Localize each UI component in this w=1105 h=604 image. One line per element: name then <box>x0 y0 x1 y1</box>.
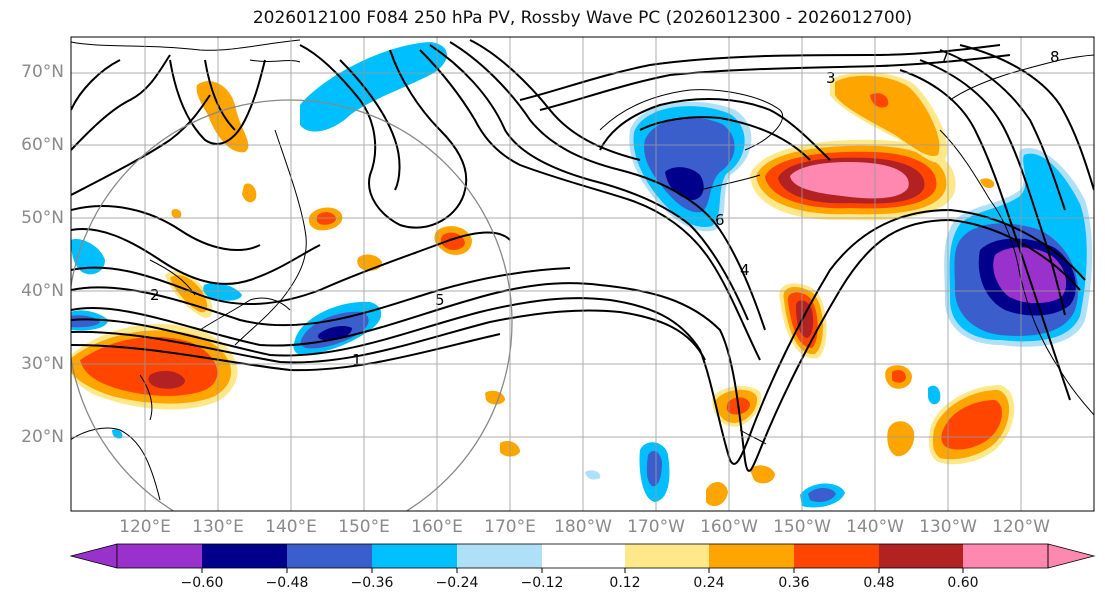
lat-label-60n: 60°N <box>21 135 64 155</box>
positive-anomaly-small-blobs <box>171 81 1015 507</box>
positive-anomaly-gulf-of-alaska <box>750 139 956 221</box>
colorbar-seg-6 <box>625 544 709 568</box>
lon-label-120e: 120°E <box>119 517 171 537</box>
colorbar-seg-3 <box>372 544 457 568</box>
lon-label-170e: 170°E <box>484 517 536 537</box>
pv-label-5: 5 <box>435 291 445 309</box>
lat-label-50n: 50°N <box>21 208 64 228</box>
radius-circle <box>71 99 513 511</box>
lat-label-40n: 40°N <box>21 281 64 301</box>
colorbar-tick-048: 0.48 <box>863 575 895 591</box>
positive-anomaly-east-asia <box>71 324 238 410</box>
colorbar-extend-left <box>69 543 118 569</box>
lon-label-150e: 150°E <box>338 517 390 537</box>
pv-label-1: 1 <box>352 351 362 369</box>
lon-label-180w: 180°W <box>554 517 612 537</box>
colorbar-seg-1 <box>202 544 287 568</box>
colorbar-extend-right <box>1047 543 1096 569</box>
pv-label-8: 8 <box>1050 48 1060 66</box>
negative-anomaly-small-blobs <box>71 239 941 508</box>
negative-anomaly-kuroshio <box>293 301 382 355</box>
pv-label-7: 7 <box>940 48 950 66</box>
lon-label-130w: 130°W <box>919 517 977 537</box>
lon-label-130e: 130°E <box>192 517 244 537</box>
pv-contour-labels: 2 4 5 6 1 3 7 8 <box>150 48 1060 369</box>
colorbar-seg-2 <box>287 544 372 568</box>
lon-label-150w: 150°W <box>773 517 831 537</box>
colorbar-seg-10 <box>963 544 1048 568</box>
colorbar-seg-4 <box>457 544 542 568</box>
colorbar-seg-7 <box>709 544 794 568</box>
positive-anomaly-japan-sea <box>165 270 213 318</box>
lon-label-160w: 160°W <box>700 517 758 537</box>
colorbar-tick-024: 0.24 <box>693 575 725 591</box>
colorbar-seg-9 <box>879 544 963 568</box>
pv-label-6: 6 <box>715 211 725 229</box>
lon-label-170w: 170°W <box>627 517 685 537</box>
colorbar-tick-m012: −0.12 <box>520 575 564 591</box>
colorbar-tick-m036: −0.36 <box>350 575 394 591</box>
positive-anomaly-150w <box>779 283 827 359</box>
colorbar-tick-m024: −0.24 <box>435 575 479 591</box>
colorbar-tick-036: 0.36 <box>778 575 810 591</box>
colorbar-tick-012: 0.12 <box>609 575 641 591</box>
lat-label-30n: 30°N <box>21 354 64 374</box>
colorbar-seg-5 <box>542 544 625 568</box>
map-frame <box>70 36 1095 512</box>
colorbar <box>69 543 1096 573</box>
graticule <box>71 37 1094 511</box>
lon-label-120w: 120°W <box>992 517 1050 537</box>
colorbar-seg-8 <box>794 544 879 568</box>
lon-label-140w: 140°W <box>846 517 904 537</box>
colorbar-tick-m060: −0.60 <box>180 575 224 591</box>
negative-anomaly-west-pacific-north <box>629 101 752 232</box>
pv-contours <box>71 39 1094 472</box>
lon-label-140e: 140°E <box>265 517 317 537</box>
colorbar-seg-0 <box>117 544 202 568</box>
pv-label-4: 4 <box>740 261 750 279</box>
negative-anomaly-siberia <box>300 42 447 132</box>
lat-label-20n: 20°N <box>21 427 64 447</box>
pv-label-2: 2 <box>150 286 160 304</box>
map-title: 2026012100 F084 250 hPa PV, Rossby Wave … <box>252 8 913 28</box>
pv-label-3: 3 <box>826 69 836 87</box>
colorbar-tick-060: 0.60 <box>947 575 979 591</box>
lat-label-70n: 70°N <box>21 62 64 82</box>
colorbar-tick-m048: −0.48 <box>265 575 309 591</box>
lon-label-160e: 160°E <box>411 517 463 537</box>
